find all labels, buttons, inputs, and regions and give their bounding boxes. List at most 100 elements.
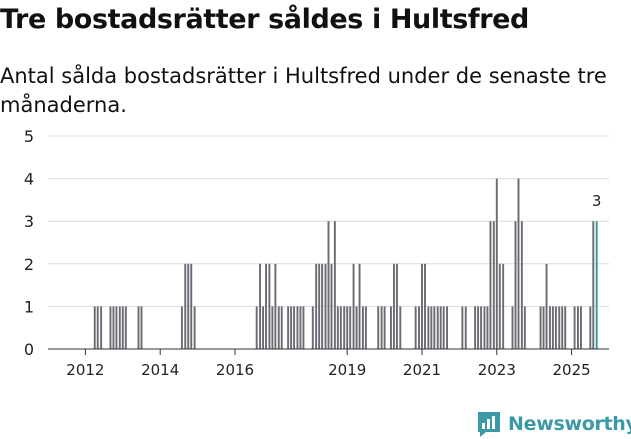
bar — [439, 306, 442, 349]
bar — [421, 263, 423, 349]
y-tick-label: 0 — [24, 340, 34, 359]
bar — [296, 306, 299, 349]
bar — [184, 263, 187, 349]
bar — [554, 306, 557, 349]
bar — [511, 306, 514, 349]
bar — [480, 306, 483, 349]
bar — [343, 306, 346, 349]
bar — [498, 263, 501, 349]
newsworthy-logo-icon — [478, 412, 500, 437]
bar — [576, 306, 579, 349]
bar — [115, 306, 118, 349]
bar — [446, 306, 449, 349]
bar — [564, 306, 567, 349]
bar — [380, 306, 383, 349]
bar — [355, 306, 358, 349]
bar — [492, 221, 495, 349]
bar — [442, 306, 445, 349]
bar — [262, 306, 265, 349]
bar — [414, 306, 417, 349]
bar — [268, 263, 271, 349]
bar — [579, 306, 582, 349]
bar — [389, 306, 392, 349]
chart-title: Tre bostadsrätter såldes i Hultsfred — [0, 4, 529, 35]
bar — [333, 221, 336, 349]
bar — [418, 306, 420, 349]
bar — [474, 306, 477, 349]
bar — [100, 306, 103, 349]
bar — [558, 306, 561, 349]
bar — [517, 178, 520, 349]
bar — [551, 306, 554, 349]
bar — [140, 306, 143, 349]
bar — [315, 263, 318, 349]
bar — [483, 306, 486, 349]
bar — [502, 263, 505, 349]
bar-chart: 0 1 2 3 4 5 2012 2014 2016 2019 2021 2023 2025 3 — [24, 127, 609, 379]
brand-name: Newsworthy — [508, 413, 631, 435]
bar — [187, 263, 190, 349]
bar — [302, 306, 305, 349]
bar — [277, 306, 280, 349]
bar — [523, 306, 526, 349]
bar — [255, 306, 258, 349]
bar — [290, 306, 293, 349]
bar — [346, 306, 349, 349]
data-label-last: 3 — [592, 192, 602, 210]
bar — [336, 306, 339, 349]
x-tick-label: 2016 — [216, 361, 254, 379]
bar — [299, 306, 302, 349]
bar — [589, 306, 592, 349]
bar — [93, 306, 96, 349]
bar — [352, 263, 355, 349]
x-tick-label: 2014 — [141, 361, 179, 379]
x-tick-label: 2023 — [478, 361, 516, 379]
bar — [118, 306, 121, 349]
bar — [324, 263, 327, 349]
bar — [349, 306, 352, 349]
bar — [495, 178, 498, 349]
annotations: 3 — [592, 192, 602, 210]
bar — [293, 306, 296, 349]
y-axis-ticks: 0 1 2 3 4 5 — [24, 127, 34, 359]
bar — [383, 306, 386, 349]
bar — [433, 306, 436, 349]
bar — [392, 263, 395, 349]
bar — [121, 306, 124, 349]
bar — [274, 263, 277, 349]
bar — [339, 306, 342, 349]
bar — [548, 306, 551, 349]
newsworthy-brand: Newsworthy — [476, 409, 631, 439]
bar — [318, 263, 321, 349]
bar — [377, 306, 380, 349]
bar — [327, 221, 330, 349]
bar — [592, 221, 595, 349]
bar — [427, 306, 430, 349]
bar — [542, 306, 545, 349]
bar — [259, 263, 262, 349]
bar — [109, 306, 112, 349]
bar — [321, 263, 324, 349]
chart-subtitle: Antal sålda bostadsrätter i Hultsfred un… — [0, 64, 607, 117]
x-tick-label: 2025 — [553, 361, 591, 379]
bar — [287, 306, 290, 349]
y-tick-label: 3 — [24, 212, 34, 231]
y-tick-label: 5 — [24, 127, 34, 146]
bars — [93, 178, 598, 349]
bar — [265, 263, 268, 349]
y-tick-label: 1 — [24, 297, 34, 316]
bar — [137, 306, 140, 349]
bar — [124, 306, 127, 349]
bar — [311, 306, 314, 349]
y-tick-label: 2 — [24, 255, 34, 274]
x-tick-label: 2012 — [66, 361, 104, 379]
bar — [280, 306, 283, 349]
bar — [595, 221, 598, 349]
bar — [430, 306, 433, 349]
bar — [514, 221, 517, 349]
bar — [489, 221, 492, 349]
bar — [399, 306, 402, 349]
bar — [395, 263, 398, 349]
bar — [96, 306, 99, 349]
bar — [464, 306, 467, 349]
